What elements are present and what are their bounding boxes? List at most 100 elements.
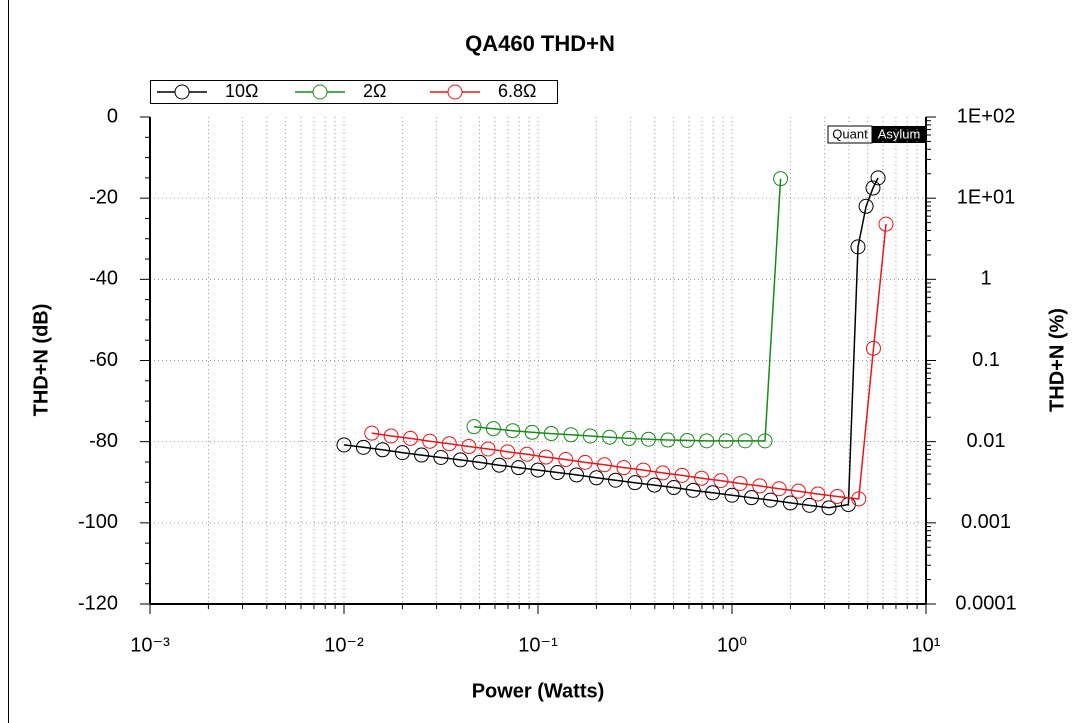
data-point — [674, 467, 690, 483]
data-point — [865, 340, 881, 356]
data-point — [394, 445, 410, 461]
data-point — [466, 419, 482, 435]
data-point — [364, 425, 380, 441]
data-point — [519, 446, 535, 462]
x-tick-label: 10⁻³ — [130, 634, 170, 656]
data-point — [433, 449, 449, 465]
x-tick-label: 10⁻¹ — [518, 634, 558, 656]
data-point — [635, 462, 651, 478]
data-point — [782, 495, 798, 511]
legend-marker — [312, 84, 328, 100]
data-point — [870, 170, 886, 186]
y2-tick-label: 0.1 — [972, 349, 1000, 371]
data-point — [558, 452, 574, 468]
legend-label: 6.8Ω — [498, 81, 536, 101]
legend-marker — [447, 84, 463, 100]
y2-tick-label: 1E+01 — [957, 186, 1015, 208]
data-point — [810, 486, 826, 502]
series-line — [343, 177, 879, 509]
data-point — [878, 216, 894, 232]
data-point — [422, 433, 438, 449]
x-tick-label: 10⁰ — [717, 634, 747, 656]
data-point — [375, 442, 391, 458]
data-point — [829, 488, 845, 504]
data-point — [441, 436, 457, 452]
data-point — [737, 433, 753, 449]
data-point — [865, 180, 881, 196]
data-point — [577, 454, 593, 470]
data-point — [563, 427, 579, 443]
y-tick-label: -120 — [78, 592, 118, 614]
legend-label: 10Ω — [225, 81, 258, 101]
series-line — [473, 178, 782, 442]
data-point — [771, 481, 787, 497]
data-point — [752, 478, 768, 494]
data-point — [402, 430, 418, 446]
data-point — [685, 482, 701, 498]
data-point — [588, 470, 604, 486]
y-tick-label: -40 — [89, 268, 118, 290]
x-axis-label: Power (Watts) — [472, 680, 605, 702]
legend-marker — [174, 84, 190, 100]
data-point — [500, 444, 516, 460]
data-point — [773, 171, 789, 187]
data-point — [790, 483, 806, 499]
x-tick-label: 10⁻² — [324, 634, 364, 656]
data-point — [549, 465, 565, 481]
data-point — [602, 429, 618, 445]
data-point — [743, 490, 759, 506]
data-point — [480, 441, 496, 457]
data-point — [627, 475, 643, 491]
y-tick-label: -80 — [89, 430, 118, 452]
data-point — [616, 460, 632, 476]
watermark: Quant Asylum — [827, 125, 926, 144]
legend-box — [150, 80, 558, 104]
data-point — [763, 492, 779, 508]
data-point — [582, 428, 598, 444]
watermark-text: Quant — [832, 126, 868, 141]
x-tick-label: 10¹ — [912, 634, 941, 656]
data-point — [543, 426, 559, 442]
data-point — [505, 423, 521, 439]
data-point — [679, 432, 695, 448]
data-point — [694, 470, 710, 486]
data-point — [724, 487, 740, 503]
data-point — [757, 433, 773, 449]
y-tick-label: -20 — [89, 186, 118, 208]
data-point — [851, 491, 867, 507]
data-point — [524, 424, 540, 440]
legend-label: 2Ω — [363, 81, 386, 101]
data-point — [821, 500, 837, 516]
data-point — [596, 457, 612, 473]
data-point — [718, 433, 734, 449]
data-point — [511, 460, 527, 476]
y-tick-label: 0 — [107, 105, 118, 127]
data-point — [621, 430, 637, 446]
chart-title: QA460 THD+N — [465, 31, 615, 56]
data-point — [666, 480, 682, 496]
data-point — [713, 473, 729, 489]
y2-tick-label: 0.0001 — [955, 592, 1016, 614]
data-point — [538, 449, 554, 465]
watermark-text: Asylum — [878, 126, 921, 141]
data-point — [699, 433, 715, 449]
data-point — [336, 437, 352, 453]
data-point — [858, 198, 874, 214]
data-point — [646, 477, 662, 493]
data-point — [530, 462, 546, 478]
data-point — [640, 431, 656, 447]
y2-tick-label: 1 — [980, 268, 991, 290]
data-point — [452, 452, 468, 468]
data-point — [414, 447, 430, 463]
data-point — [569, 467, 585, 483]
data-point — [655, 465, 671, 481]
data-point — [461, 439, 477, 455]
y-tick-label: -60 — [89, 349, 118, 371]
data-point — [383, 428, 399, 444]
data-point — [705, 485, 721, 501]
y2-tick-label: 0.01 — [967, 430, 1006, 452]
data-point — [491, 457, 507, 473]
y2-axis-label: THD+N (%) — [1046, 308, 1068, 412]
